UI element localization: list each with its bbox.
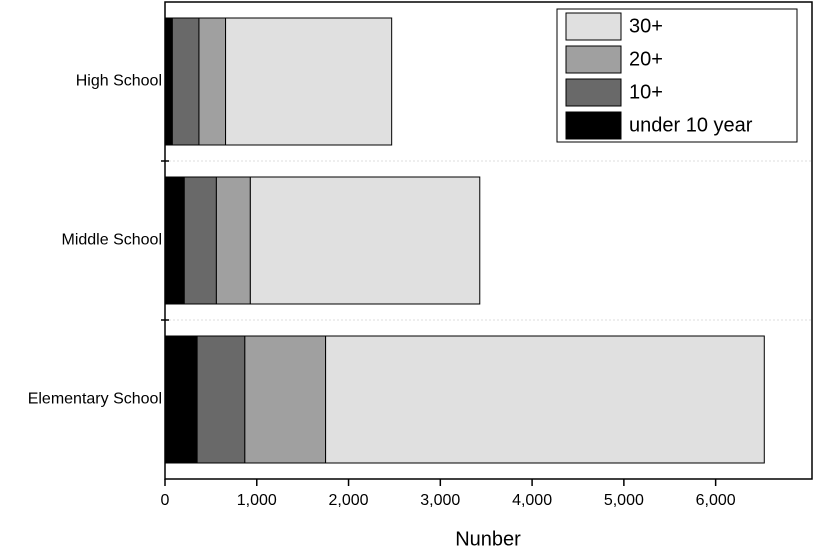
x-tick-label: 6,000 bbox=[696, 492, 736, 509]
bar-segment bbox=[196, 335, 246, 464]
x-tick-label: 1,000 bbox=[237, 492, 277, 509]
legend-swatch bbox=[565, 78, 622, 107]
bar-segment bbox=[325, 335, 765, 464]
x-tick-label: 5,000 bbox=[604, 492, 644, 509]
x-tick-label: 3,000 bbox=[420, 492, 460, 509]
bar-segment bbox=[171, 17, 200, 146]
legend-label: under 10 year bbox=[629, 114, 753, 136]
legend-label: 30+ bbox=[629, 15, 663, 37]
legend-swatch bbox=[565, 12, 622, 41]
x-tick-label: 2,000 bbox=[329, 492, 369, 509]
x-tick-label: 4,000 bbox=[512, 492, 552, 509]
legend-label: 20+ bbox=[629, 48, 663, 70]
bar-segment bbox=[164, 17, 173, 146]
bar-segment bbox=[215, 176, 251, 305]
bar-segment bbox=[164, 335, 198, 464]
y-tick-label: Elementary School bbox=[28, 391, 162, 408]
y-tick-label: Middle School bbox=[62, 232, 163, 249]
bar-segment bbox=[183, 176, 217, 305]
bar-segment bbox=[225, 17, 393, 146]
x-tick-label: 0 bbox=[161, 492, 170, 509]
y-tick-label: High School bbox=[76, 73, 162, 90]
bar-segment bbox=[249, 176, 481, 305]
legend-swatch bbox=[565, 111, 622, 140]
plot-frame bbox=[164, 1, 813, 480]
bar-segment bbox=[198, 17, 227, 146]
legend-label: 10+ bbox=[629, 81, 663, 103]
bar-segment bbox=[164, 176, 185, 305]
bar-segment bbox=[244, 335, 327, 464]
x-axis-title: Nunber bbox=[455, 528, 521, 550]
legend-swatch bbox=[565, 45, 622, 74]
